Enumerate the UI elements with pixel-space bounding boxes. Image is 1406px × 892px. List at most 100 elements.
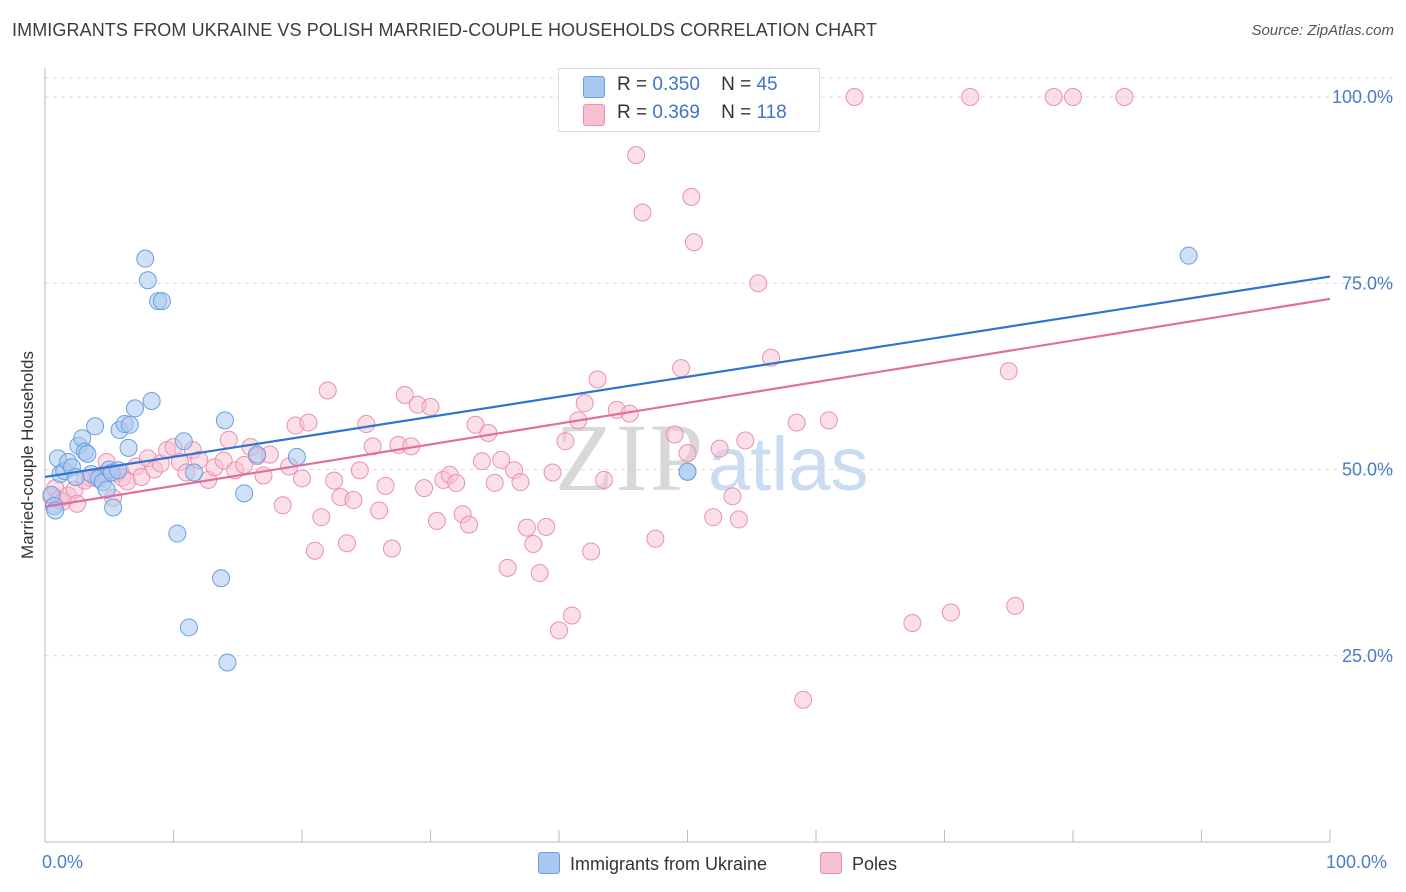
legend-item-ukraine[interactable]: Immigrants from Ukraine (538, 852, 767, 875)
poles-point (543, 463, 562, 482)
y-tick-label-100: 100.0% (1332, 87, 1393, 107)
ukraine-legend-swatch (538, 852, 560, 874)
chart-title: IMMIGRANTS FROM UKRAINE VS POLISH MARRIE… (12, 20, 878, 40)
legend-item-poles[interactable]: Poles (820, 852, 897, 875)
ukraine-point (678, 462, 697, 481)
poles-point (344, 491, 363, 510)
poles-point (723, 487, 742, 506)
ukraine-point (86, 417, 105, 436)
poles-point (363, 437, 382, 456)
poles-point (219, 430, 238, 449)
n-value: 45 (756, 74, 778, 95)
poles-point (415, 479, 434, 498)
poles-point (575, 394, 594, 413)
ukraine-point (104, 498, 123, 517)
n-value: 118 (756, 102, 787, 123)
ukraine-point (215, 411, 234, 430)
poles-point (961, 88, 980, 106)
r-label: R = (617, 102, 648, 123)
poles-point (312, 508, 331, 527)
poles-point (517, 518, 536, 537)
poles-point (350, 461, 369, 480)
y-tick-label-50: 50.0% (1342, 460, 1393, 480)
poles-point (682, 187, 701, 206)
poles-point (537, 517, 556, 536)
ukraine-point (218, 653, 237, 672)
poles-point (357, 415, 376, 434)
poles-point (370, 501, 389, 520)
poles-point (530, 564, 549, 583)
poles-point (819, 411, 838, 430)
poles-point (395, 386, 414, 404)
ukraine-point (168, 524, 187, 543)
ukraine-point (78, 444, 97, 463)
poles-point (665, 425, 684, 444)
poles-point (427, 511, 446, 530)
ukraine-point (248, 445, 267, 464)
poles-point (646, 529, 665, 548)
poles-point (562, 606, 581, 625)
poles-point (421, 397, 440, 416)
ukraine-point (287, 447, 306, 466)
source-label: Source: ZipAtlas.com (1251, 22, 1394, 39)
poles-point (293, 469, 311, 488)
legend-label-poles: Poles (852, 854, 898, 874)
ukraine-point (235, 484, 254, 503)
ukraine-point (119, 438, 138, 457)
poles-point (337, 534, 356, 553)
poles-point (318, 381, 337, 400)
poles-point (472, 452, 491, 471)
stats-legend: R = 0.350 N = 45 R = 0.369 N = 118 (558, 68, 820, 132)
ukraine-point (185, 463, 204, 482)
poles-point (710, 439, 729, 458)
poles-point (588, 370, 607, 389)
poles-point (273, 496, 292, 515)
ukraine-point (152, 292, 171, 311)
poles-point (749, 274, 768, 293)
axes (44, 68, 1331, 843)
ukraine-swatch (583, 76, 605, 98)
ukraine-point (120, 415, 139, 434)
poles-point (704, 508, 723, 527)
ukraine-point (174, 432, 193, 451)
poles-point (492, 450, 511, 469)
poles-points (42, 88, 1134, 709)
poles-point (729, 510, 748, 529)
poles-point (325, 471, 344, 490)
grid-lines (45, 77, 1395, 657)
legend-label-ukraine: Immigrants from Ukraine (570, 854, 768, 874)
ukraine-point (1179, 246, 1198, 265)
poles-point (678, 444, 697, 463)
poles-point (485, 473, 504, 492)
poles-point (466, 415, 485, 434)
r-label: R = (617, 74, 648, 95)
poles-point (511, 473, 530, 492)
stats-row-ukraine: R = 0.350 N = 45 (559, 72, 819, 100)
poles-point (845, 88, 864, 106)
n-label: N = (721, 102, 752, 123)
ukraine-point (142, 391, 161, 410)
poles-point (999, 362, 1018, 381)
poles-point (382, 539, 401, 558)
poles-point (447, 473, 466, 492)
poles-point (627, 146, 646, 165)
poles-point (684, 233, 703, 252)
poles-point (582, 542, 601, 561)
poles-point (68, 494, 87, 513)
poles-point (794, 690, 813, 709)
x-tick-label-max: 100.0% (1326, 852, 1388, 872)
poles-point (941, 603, 960, 622)
poles-point (1044, 88, 1063, 106)
ukraine-point (179, 618, 198, 637)
ukraine-point (125, 399, 144, 418)
poles-swatch (583, 104, 605, 126)
poles-point (787, 413, 806, 432)
y-tick-labels: 25.0% 50.0% 75.0% 100.0% (1332, 87, 1393, 666)
ukraine-point (138, 271, 157, 290)
poles-point (305, 541, 324, 560)
poles-point (299, 413, 318, 432)
poles-point (214, 451, 233, 470)
ukraine-trend-line (44, 275, 1331, 479)
poles-point (524, 535, 543, 553)
poles-point (594, 470, 613, 489)
